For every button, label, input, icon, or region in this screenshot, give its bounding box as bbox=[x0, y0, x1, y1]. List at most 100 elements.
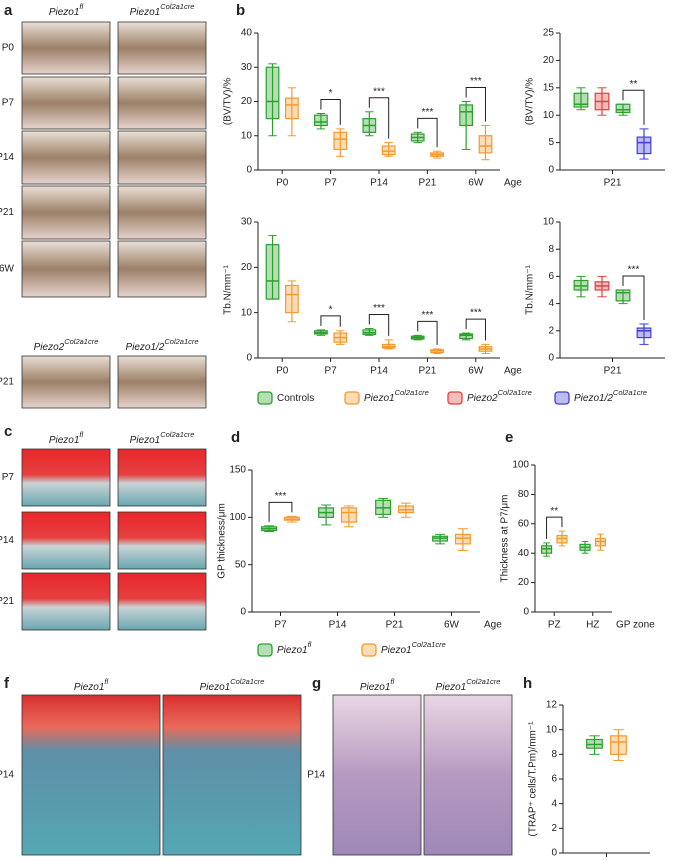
significance-label: *** bbox=[470, 76, 482, 87]
significance-label: *** bbox=[422, 310, 434, 321]
y-tick-label: 100 bbox=[229, 512, 246, 523]
y-tick-label: 0 bbox=[240, 607, 246, 618]
x-axis-label: Age bbox=[504, 178, 522, 189]
y-tick-label: 20 bbox=[543, 55, 555, 66]
legend-label-main: Controls bbox=[277, 393, 314, 404]
histology-image bbox=[21, 185, 111, 240]
y-tick-label: 100 bbox=[512, 460, 529, 471]
legend-label-main: Piezo1 bbox=[381, 645, 412, 656]
histology-image bbox=[117, 572, 207, 631]
x-tick-label: P14 bbox=[329, 620, 347, 631]
significance-label: * bbox=[329, 305, 333, 316]
row-label: P14 bbox=[0, 152, 14, 163]
legend-label-main: Piezo1 bbox=[277, 645, 308, 656]
histology-image bbox=[21, 448, 111, 507]
y-tick-label: 15 bbox=[543, 82, 555, 93]
y-axis-label: Thickness at P7/μm bbox=[500, 494, 511, 582]
x-tick-label: P21 bbox=[604, 178, 622, 189]
legend-label: Piezo2Col2a1cre bbox=[467, 388, 532, 403]
y-tick-label: 40 bbox=[518, 548, 530, 559]
legend-swatch bbox=[361, 643, 377, 657]
image-header-sup: fl bbox=[104, 677, 108, 686]
image-header-sup: Col2a1cre bbox=[230, 677, 264, 686]
legend-label: Controls bbox=[277, 393, 314, 404]
row-label: P21 bbox=[0, 596, 14, 607]
image-header-sup: fl bbox=[79, 2, 83, 11]
histology-image bbox=[21, 694, 161, 856]
box bbox=[265, 244, 280, 300]
image-header-sup: fl bbox=[390, 677, 394, 686]
y-tick-label: 40 bbox=[241, 28, 253, 39]
y-tick-label: 6 bbox=[548, 271, 554, 282]
image-header: Piezo1fl bbox=[74, 677, 109, 692]
box bbox=[615, 289, 631, 302]
x-tick-label: P14 bbox=[370, 366, 388, 377]
histology-image bbox=[117, 511, 207, 570]
legend-label: Piezo1Col2a1cre bbox=[364, 388, 429, 403]
x-tick-label: HZ bbox=[586, 620, 599, 631]
image-header-sup: fl bbox=[79, 430, 83, 439]
x-tick-label: P21 bbox=[386, 620, 404, 631]
x-tick-label: P0 bbox=[276, 366, 289, 377]
histology-image bbox=[21, 76, 111, 130]
histology-image bbox=[117, 240, 207, 298]
image-header: Piezo1Col2a1cre bbox=[130, 430, 195, 445]
significance-bracket bbox=[465, 318, 486, 341]
image-header-sup: Col2a1cre bbox=[160, 2, 194, 11]
box bbox=[340, 507, 357, 523]
significance-label: * bbox=[329, 88, 333, 99]
legend-label-sup: Col2a1cre bbox=[498, 388, 532, 397]
image-header-sup: Col2a1cre bbox=[164, 337, 198, 346]
image-header: Piezo1Col2a1cre bbox=[130, 2, 195, 17]
y-tick-label: 2 bbox=[548, 325, 554, 336]
image-header-main: Piezo1/2 bbox=[125, 342, 164, 353]
y-tick-label: 0 bbox=[548, 353, 554, 364]
y-tick-label: 0 bbox=[246, 353, 252, 364]
x-tick-label: P7 bbox=[324, 366, 337, 377]
row-label: P7 bbox=[2, 472, 15, 483]
image-header: Piezo1Col2a1cre bbox=[200, 677, 265, 692]
y-tick-label: 0 bbox=[551, 848, 557, 859]
image-header-main: Piezo1 bbox=[49, 7, 80, 18]
panel-letter: g bbox=[312, 675, 321, 692]
legend-label-main: Piezo1/2 bbox=[574, 393, 613, 404]
x-tick-label: P21 bbox=[604, 366, 622, 377]
image-header-main: Piezo2 bbox=[34, 342, 65, 353]
y-axis-label: (BV/TV)/% bbox=[223, 78, 234, 125]
image-header-main: Piezo1 bbox=[49, 435, 80, 446]
image-header: Piezo1fl bbox=[49, 2, 84, 17]
legend-label-sup: Col2a1cre bbox=[395, 388, 429, 397]
panel-letter: b bbox=[236, 2, 245, 19]
y-tick-label: 0 bbox=[548, 165, 554, 176]
legend-label: Piezo1Col2a1cre bbox=[381, 640, 446, 655]
histology-image bbox=[21, 355, 111, 409]
y-tick-label: 5 bbox=[548, 137, 554, 148]
histology-image bbox=[21, 240, 111, 298]
box bbox=[314, 114, 328, 127]
box bbox=[454, 533, 471, 545]
y-axis-label: GP thickness/μm bbox=[217, 503, 228, 579]
significance-label: ** bbox=[630, 79, 638, 90]
significance-label: *** bbox=[373, 303, 385, 314]
y-tick-label: 4 bbox=[548, 298, 554, 309]
x-tick-label: P0 bbox=[276, 178, 289, 189]
image-header: Piezo2Col2a1cre bbox=[34, 337, 99, 352]
row-label: 6W bbox=[0, 264, 15, 275]
significance-label: ** bbox=[550, 506, 558, 517]
image-header-main: Piezo1 bbox=[200, 682, 231, 693]
y-tick-label: 10 bbox=[543, 110, 555, 121]
y-tick-label: 4 bbox=[551, 798, 557, 809]
box bbox=[381, 145, 396, 156]
legend-label-sup: fl bbox=[308, 640, 312, 649]
panel-letter: c bbox=[4, 423, 12, 440]
row-label: P14 bbox=[307, 770, 325, 781]
y-tick-label: 8 bbox=[548, 244, 554, 255]
box bbox=[478, 135, 493, 154]
y-tick-label: 8 bbox=[551, 749, 557, 760]
significance-bracket bbox=[368, 97, 390, 139]
x-axis-label: GP zone bbox=[616, 620, 655, 631]
significance-bracket bbox=[622, 89, 645, 125]
box bbox=[636, 136, 652, 155]
histology-image bbox=[117, 355, 207, 409]
